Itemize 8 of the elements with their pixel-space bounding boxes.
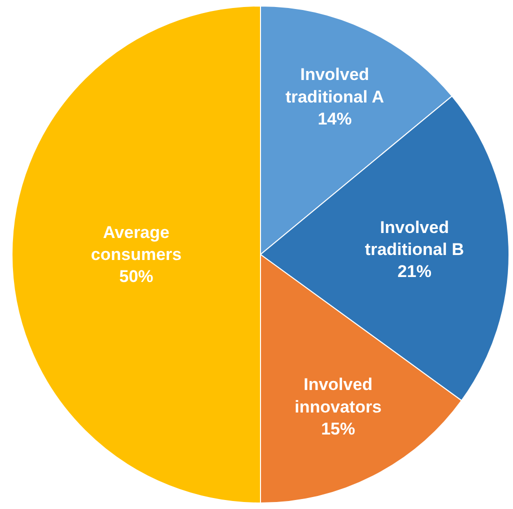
slice-label: Involved traditional B bbox=[364, 218, 464, 260]
slice-label: Involved traditional A bbox=[285, 65, 384, 106]
data-label: 14% bbox=[318, 109, 352, 128]
slice-label: Average consumers bbox=[90, 222, 182, 264]
data-label: 50% bbox=[119, 267, 154, 286]
data-label: 15% bbox=[321, 419, 356, 438]
slice-label: Involved innovators bbox=[294, 375, 382, 416]
data-label: 21% bbox=[397, 262, 432, 282]
